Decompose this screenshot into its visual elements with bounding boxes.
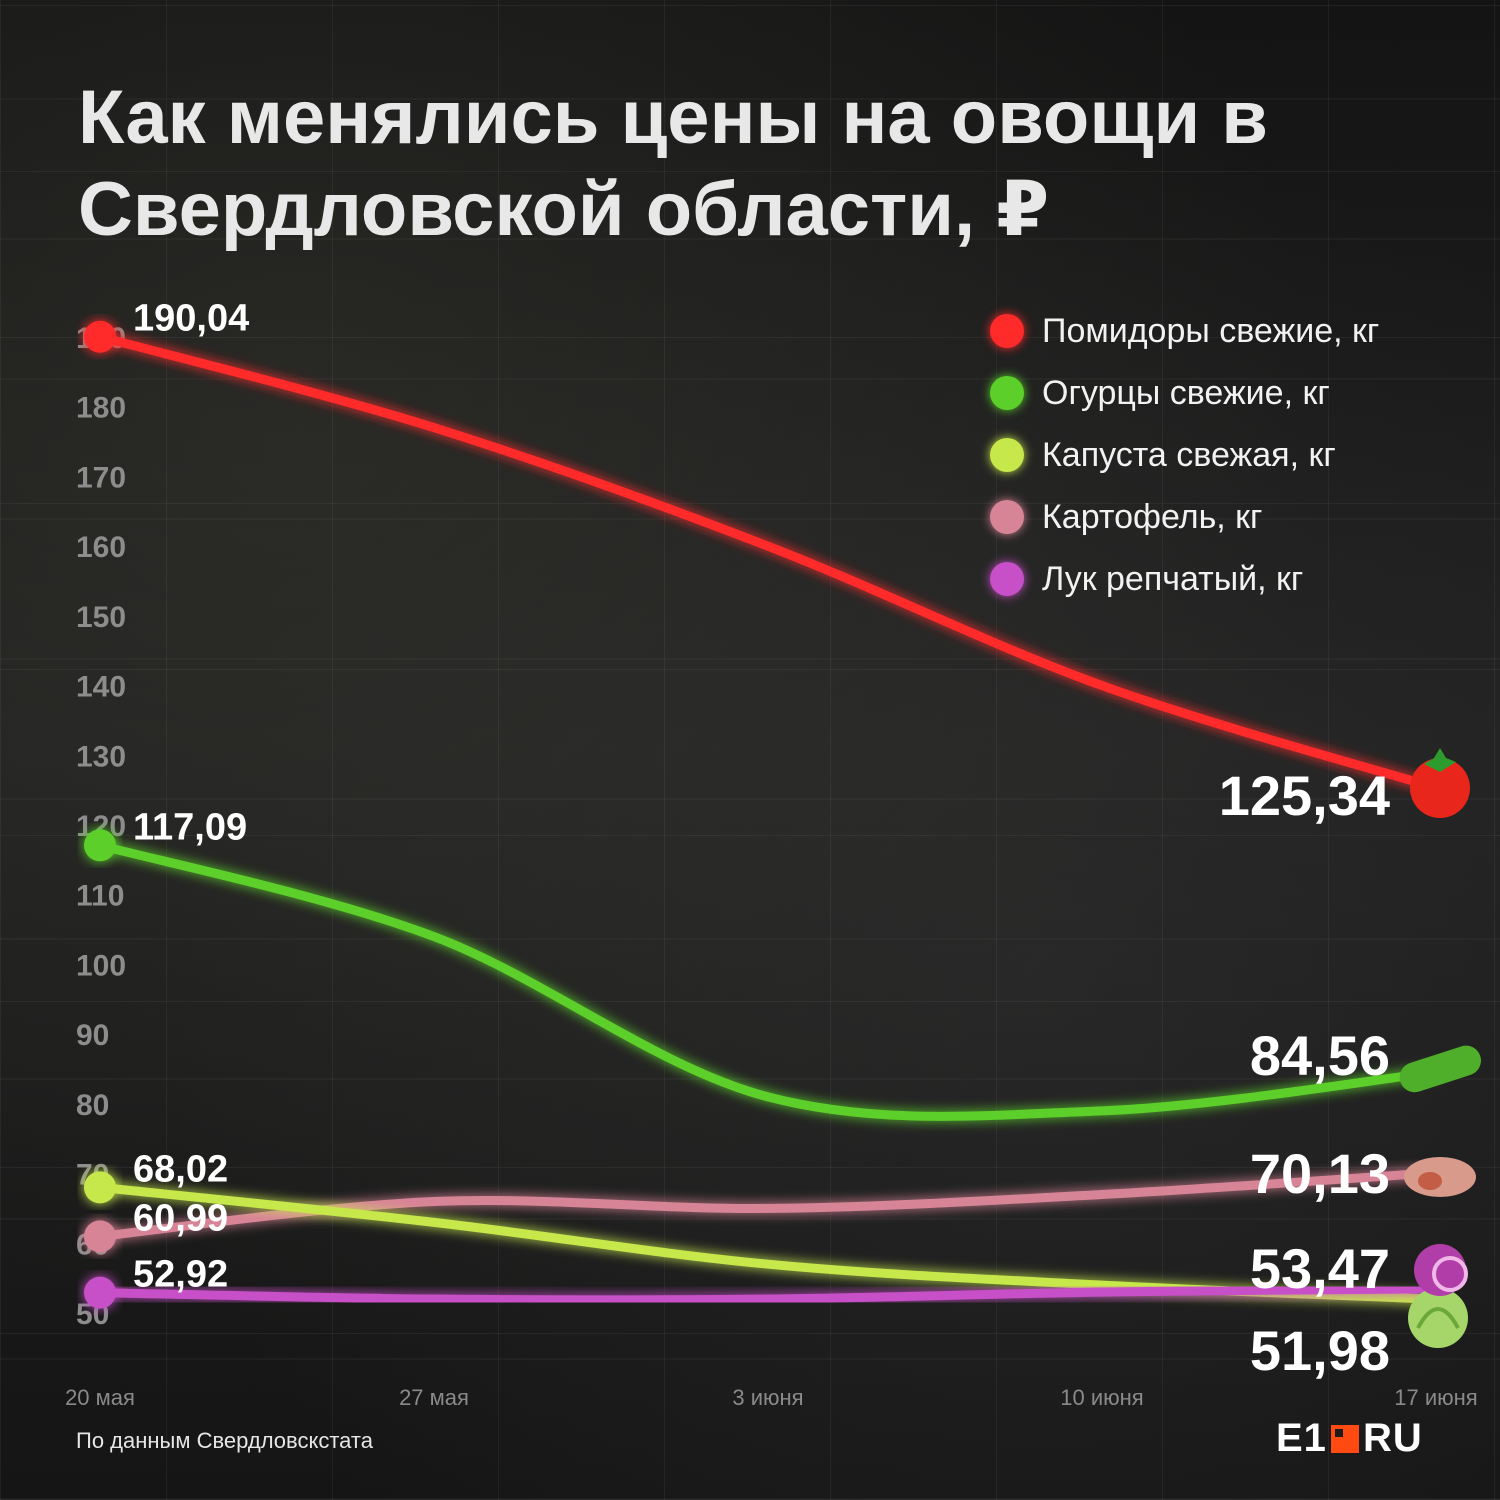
series-line [95,1284,1441,1305]
source-note: По данным Свердловскстата [76,1428,373,1453]
legend-marker [990,438,1024,472]
series-lines [84,320,1441,1309]
legend-label: Капуста свежая, кг [1042,435,1336,474]
y-tick-label: 90 [76,1019,109,1052]
y-tick-label: 130 [76,740,126,773]
x-tick-label: 17 июня [1394,1385,1477,1410]
cabbage-icon [1408,1288,1468,1348]
logo-text-right: RU [1362,1416,1423,1460]
tomato-icon [1410,748,1470,818]
legend-item: Лук репчатый, кг [990,548,1379,610]
legend-item: Картофель, кг [990,486,1379,548]
legend-label: Картофель, кг [1042,497,1263,536]
y-tick-label: 170 [76,461,126,494]
legend: Помидоры свежие, кг Огурцы свежие, кг Ка… [990,300,1379,610]
y-tick-label: 160 [76,531,126,564]
chart-title: Как менялись цены на овощи в Свердловско… [78,75,1269,252]
series-line [95,332,1441,793]
y-tick-label: 100 [76,949,126,982]
y-tick-label: 80 [76,1089,109,1122]
start-value-label: 68,02 [133,1148,228,1190]
end-value-label: 125,34 [1219,764,1390,827]
legend-marker [990,376,1024,410]
series-icons [1399,748,1481,1348]
logo-text-left: E1 [1276,1416,1327,1460]
legend-marker [990,500,1024,534]
x-tick-label: 27 мая [399,1385,469,1410]
legend-item: Помидоры свежие, кг [990,300,1379,362]
start-point [84,1276,116,1309]
start-value-label: 117,09 [133,806,247,848]
y-tick-label: 110 [76,880,124,913]
y-tick-label: 150 [76,601,126,634]
start-point [84,320,116,353]
y-axis: 5060708090100110120130140150160170180190 [76,322,126,1331]
data-labels: 190,04 117,09 68,02 60,99 52,92 125,34 84,56 51… [133,298,1390,1382]
logo-square-icon [1330,1424,1359,1453]
series-line [95,840,1441,1121]
end-value-label: 51,98 [1250,1319,1390,1382]
legend-item: Капуста свежая, кг [990,424,1379,486]
legend-label: Огурцы свежие, кг [1042,373,1330,412]
potato-icon [1404,1157,1476,1197]
x-tick-label: 10 июня [1060,1385,1143,1410]
end-value-label: 84,56 [1250,1024,1390,1087]
e1-logo[interactable]: E1 RU [1276,1416,1423,1461]
x-tick-label: 20 мая [65,1385,135,1410]
legend-label: Лук репчатый, кг [1042,559,1304,598]
cucumber-icon [1399,1045,1481,1093]
x-axis: 20 мая 27 мая 3 июня 10 июня 17 июня [65,1385,1478,1410]
onion-icon [1414,1244,1468,1296]
end-value-label: 70,13 [1250,1142,1390,1205]
start-value-label: 190,04 [133,298,249,340]
start-value-label: 52,92 [133,1254,228,1296]
legend-marker [990,562,1024,596]
legend-label: Помидоры свежие, кг [1042,311,1380,350]
start-value-label: 60,99 [133,1197,228,1239]
legend-marker [990,314,1024,348]
y-tick-label: 140 [76,671,126,704]
start-point [84,829,116,862]
start-point [84,1220,116,1253]
start-point [84,1171,116,1204]
x-tick-label: 3 июня [732,1385,803,1410]
legend-item: Огурцы свежие, кг [990,362,1379,424]
y-tick-label: 180 [76,392,126,425]
end-value-label: 53,47 [1250,1237,1390,1300]
